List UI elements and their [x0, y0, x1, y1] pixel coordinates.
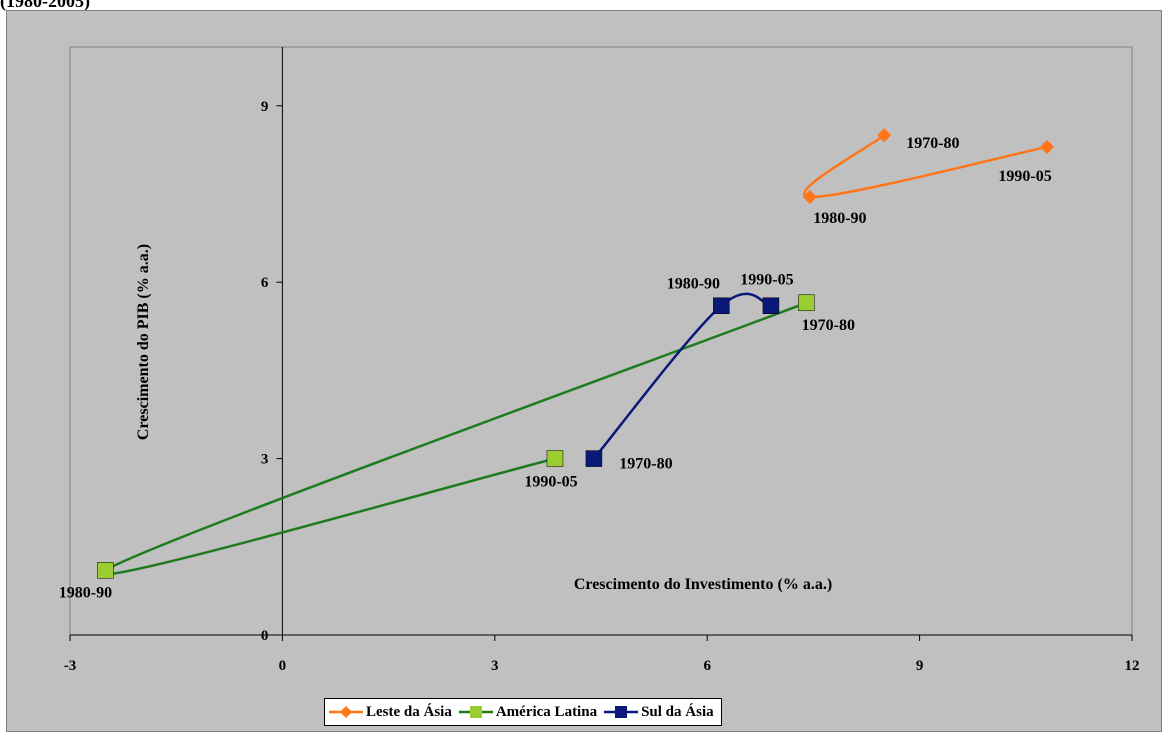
- point-marker: [802, 189, 817, 204]
- y-tick-label: 9: [261, 99, 269, 115]
- point-marker: [97, 562, 114, 579]
- point-marker: [762, 297, 780, 314]
- x-axis-title: Crescimento do Investimento (% a.a.): [574, 576, 832, 593]
- legend-label: América Latina: [495, 703, 598, 720]
- chart-legend: Leste da Ásia América Latina Sul da Ásia: [324, 698, 722, 726]
- point-label: 1990-05: [740, 272, 793, 289]
- legend-swatch: [329, 706, 363, 718]
- point-marker: [546, 450, 564, 467]
- point-label: 1990-05: [524, 474, 577, 491]
- point-label: 1990-05: [998, 168, 1051, 185]
- legend-label: Sul da Ásia: [641, 703, 714, 720]
- y-tick-label: 3: [261, 452, 269, 468]
- figure-caption: (1980-2005): [0, 0, 90, 11]
- legend-item: América Latina: [458, 703, 598, 721]
- legend-marker: [340, 706, 352, 718]
- x-tick-label: 6: [703, 658, 711, 674]
- point-label: 1980-90: [59, 584, 112, 601]
- legend-swatch: [604, 706, 639, 718]
- legend-swatch: [458, 706, 493, 718]
- point-marker: [798, 294, 815, 312]
- point-marker: [585, 450, 603, 467]
- x-tick-label: 9: [916, 658, 924, 674]
- legend-marker: [615, 706, 628, 718]
- x-tick-label: 3: [491, 658, 499, 674]
- legend-item: Leste da Ásia: [329, 704, 452, 721]
- point-label: 1980-90: [813, 210, 866, 227]
- y-axis-title: Crescimento do PIB (% a.a.): [135, 244, 152, 440]
- point-marker: [713, 297, 730, 314]
- point-label: 1970-80: [906, 135, 959, 152]
- point-marker: [877, 128, 892, 143]
- legend-label: Leste da Ásia: [366, 703, 452, 720]
- x-tick-label: -3: [64, 658, 77, 674]
- x-tick-label: 12: [1125, 658, 1140, 674]
- legend-item: Sul da Ásia: [604, 704, 714, 721]
- point-marker: [1040, 139, 1055, 154]
- legend-marker: [469, 706, 482, 718]
- point-label: 1970-80: [619, 456, 672, 473]
- y-tick-label: 0: [261, 628, 269, 644]
- plot-area: [69, 46, 1133, 636]
- point-label: 1970-80: [802, 317, 855, 334]
- x-tick-label: 0: [279, 658, 287, 674]
- point-label: 1980-90: [667, 276, 720, 293]
- series-line-2: [592, 292, 772, 460]
- y-tick-label: 6: [261, 275, 269, 291]
